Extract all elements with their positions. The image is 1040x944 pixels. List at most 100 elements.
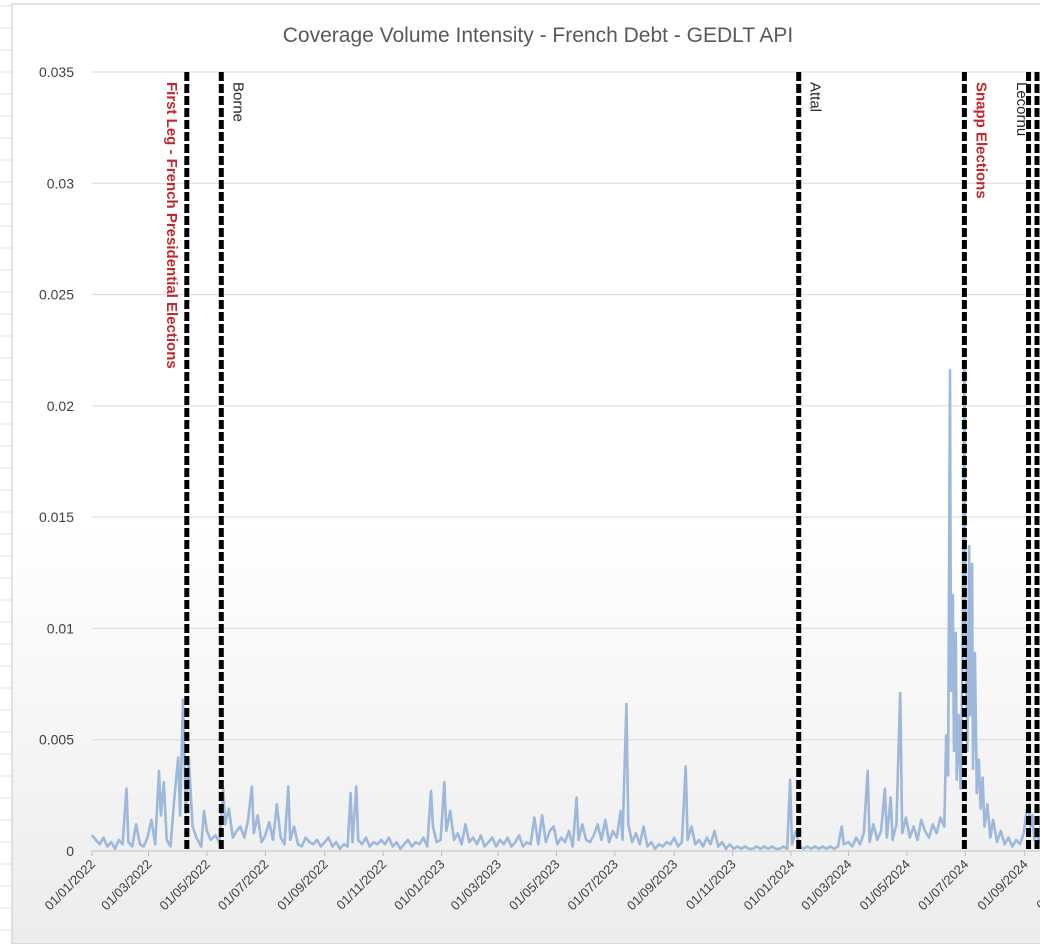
data-point — [476, 843, 478, 846]
data-point — [818, 848, 820, 850]
data-point — [514, 841, 517, 843]
data-point — [449, 810, 452, 812]
data-point — [289, 839, 292, 841]
data-point — [346, 845, 349, 848]
data-point — [740, 848, 743, 850]
data-point — [349, 792, 352, 794]
data-point — [646, 845, 649, 848]
data-point — [924, 830, 926, 832]
data-point — [139, 843, 141, 846]
data-point — [268, 821, 271, 823]
data-point — [545, 841, 547, 843]
data-point — [686, 839, 689, 841]
data-point — [802, 848, 805, 850]
data-point — [581, 823, 584, 826]
data-point — [457, 832, 459, 834]
chart-title: Coverage Volume Intensity - French Debt … — [283, 24, 793, 47]
data-point — [1019, 843, 1021, 846]
data-point — [214, 834, 217, 837]
data-point — [297, 843, 299, 846]
data-point — [955, 779, 958, 781]
data-point — [203, 810, 205, 812]
data-point — [351, 841, 354, 843]
data-point — [996, 841, 998, 843]
data-point — [706, 836, 708, 839]
data-point — [899, 692, 901, 694]
data-point — [841, 825, 843, 828]
data-point — [635, 832, 637, 834]
data-point — [154, 843, 156, 846]
data-point — [889, 796, 892, 799]
data-point — [876, 839, 879, 841]
data-point — [721, 841, 723, 843]
data-point — [971, 563, 973, 565]
data-point — [564, 841, 566, 843]
data-point — [709, 843, 712, 846]
data-point — [91, 834, 93, 837]
data-point — [654, 848, 656, 850]
data-point — [974, 652, 976, 654]
data-point — [384, 843, 386, 846]
data-point — [1031, 814, 1034, 817]
data-point — [847, 841, 850, 843]
data-point — [372, 841, 375, 843]
data-point — [114, 848, 116, 850]
data-point — [604, 819, 607, 821]
data-point — [247, 819, 249, 821]
data-point — [526, 841, 528, 843]
data-point — [969, 714, 971, 716]
data-point — [529, 843, 532, 846]
data-point — [1029, 825, 1032, 828]
data-point — [725, 848, 727, 850]
data-point — [200, 845, 202, 848]
data-point — [842, 843, 845, 846]
data-point — [945, 734, 947, 737]
data-point — [460, 843, 463, 846]
data-point — [480, 834, 482, 837]
data-point — [522, 845, 524, 848]
data-point — [432, 825, 434, 828]
event-label: Barnier — [1037, 82, 1040, 130]
data-point — [778, 848, 781, 850]
data-point — [966, 750, 969, 752]
data-point — [414, 841, 417, 843]
data-point — [365, 836, 367, 839]
data-point — [661, 845, 664, 848]
data-point — [439, 839, 442, 841]
data-point — [468, 841, 471, 843]
data-point — [891, 839, 894, 841]
data-point — [736, 845, 739, 848]
data-point — [968, 545, 970, 547]
data-point — [343, 843, 345, 846]
data-point — [163, 781, 165, 783]
data-point — [276, 803, 278, 806]
data-point — [600, 839, 603, 841]
data-point — [506, 836, 509, 839]
y-tick-label: 0.005 — [39, 732, 74, 748]
data-point — [884, 787, 886, 790]
data-point — [361, 843, 363, 846]
data-point — [118, 839, 120, 841]
data-point — [182, 698, 184, 701]
data-point — [949, 369, 951, 372]
data-point — [596, 823, 599, 826]
data-point — [593, 834, 595, 837]
data-point — [939, 816, 942, 819]
event-label: Lecornu — [1013, 82, 1030, 136]
data-point — [380, 839, 383, 841]
data-point — [713, 830, 716, 832]
data-point — [972, 767, 974, 770]
data-point — [673, 836, 675, 839]
data-point — [619, 810, 622, 812]
data-point — [665, 841, 668, 843]
data-point — [729, 843, 731, 846]
data-point — [368, 845, 371, 848]
data-point — [283, 843, 286, 846]
data-point — [131, 845, 133, 848]
data-point — [264, 834, 267, 837]
y-tick-label: 0.025 — [39, 287, 74, 303]
data-point — [755, 845, 758, 848]
data-point — [631, 841, 633, 843]
y-tick-label: 0.015 — [39, 509, 74, 525]
data-point — [952, 594, 954, 596]
